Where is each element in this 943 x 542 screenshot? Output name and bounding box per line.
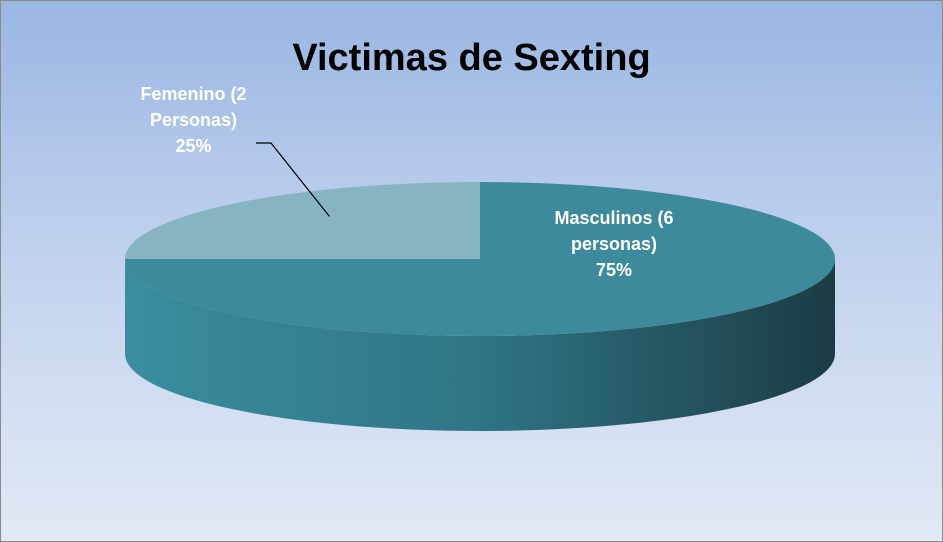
slice-value-label: 25% (175, 136, 212, 156)
leader-line (256, 142, 330, 217)
pie-slice-side (125, 259, 835, 431)
pie-slice (125, 182, 480, 259)
slice-label: Femenino (2 Personas) (140, 84, 247, 130)
slice-value-label: 75% (595, 260, 633, 280)
slice-label: Masculinos (6 personas) (554, 208, 674, 254)
chart-title: Victimas de Sexting (292, 37, 651, 79)
